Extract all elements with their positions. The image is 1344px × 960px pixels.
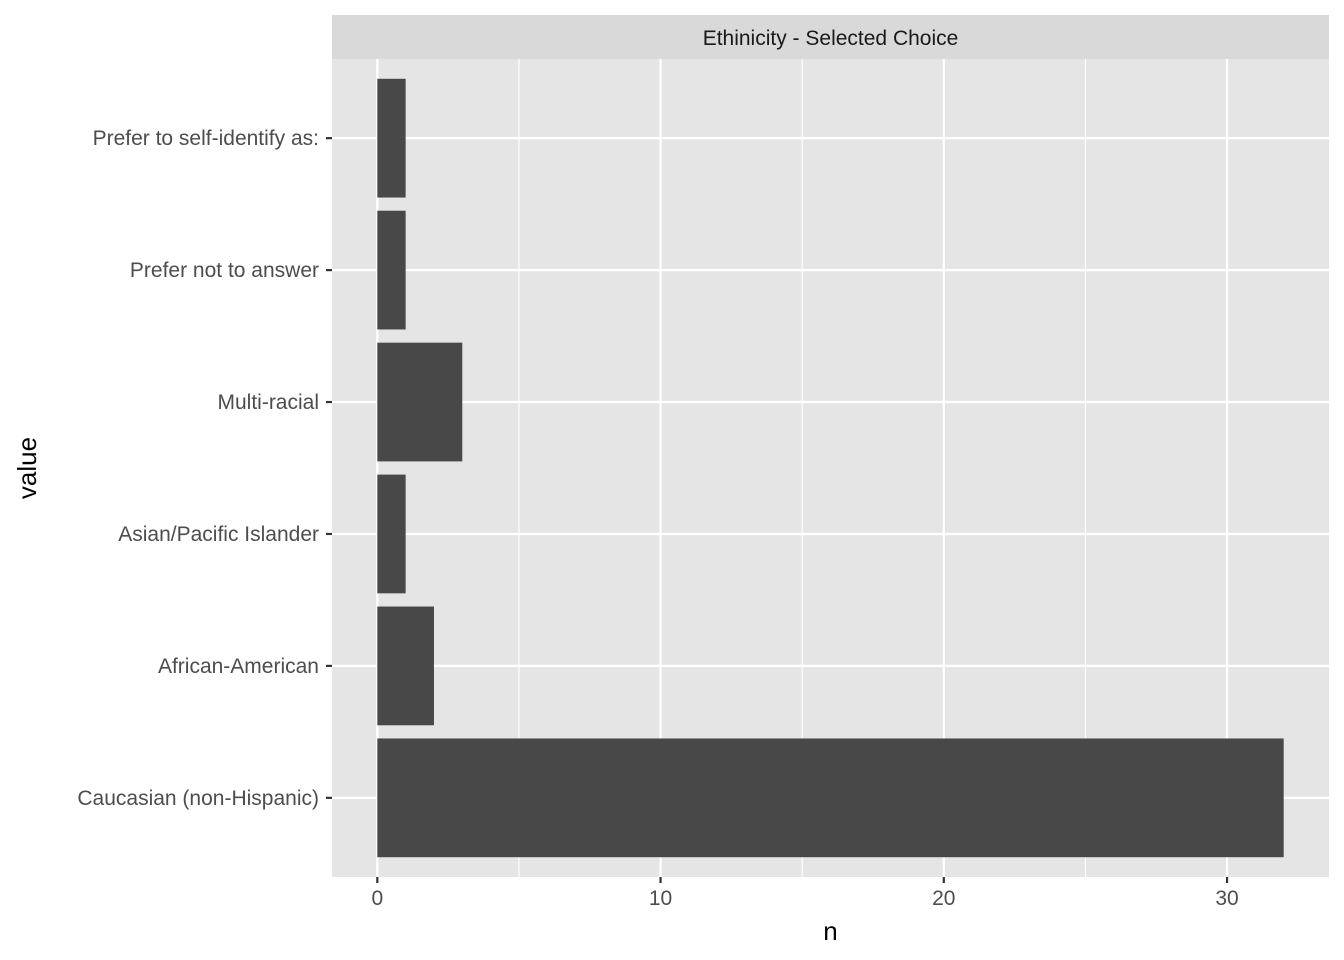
bar-multi-racial [377, 342, 463, 462]
y-tick-label: Multi-racial [217, 391, 319, 414]
y-tick-label: Prefer to self-identify as: [93, 127, 319, 150]
y-tick-label: Caucasian (non-Hispanic) [77, 787, 319, 810]
x-tick-label: 0 [371, 887, 383, 910]
bar-prefer-not-to-answer [377, 210, 406, 330]
y-tick-label: Asian/Pacific Islander [118, 523, 319, 546]
bar-asian-pacific-islander [377, 474, 406, 594]
facet-strip [332, 15, 1329, 59]
x-tick-label: 30 [1215, 887, 1238, 910]
y-tick-label: African-American [158, 655, 319, 678]
bar-african-american [377, 606, 434, 726]
bar-prefer-to-self-identify-as [377, 78, 406, 198]
y-axis-title: value [12, 437, 42, 499]
x-tick-label: 20 [932, 887, 955, 910]
y-tick-label: Prefer not to answer [130, 259, 319, 282]
bars [377, 78, 1284, 858]
facet-title: Ethinicity - Selected Choice [703, 27, 959, 50]
x-tick-label: 10 [649, 887, 672, 910]
x-axis: 0 10 20 30 [371, 877, 1239, 910]
y-axis: Caucasian (non-Hispanic) African-American… [77, 127, 332, 810]
x-axis-title: n [823, 916, 837, 946]
bar-caucasian-non-hispanic [377, 738, 1284, 858]
